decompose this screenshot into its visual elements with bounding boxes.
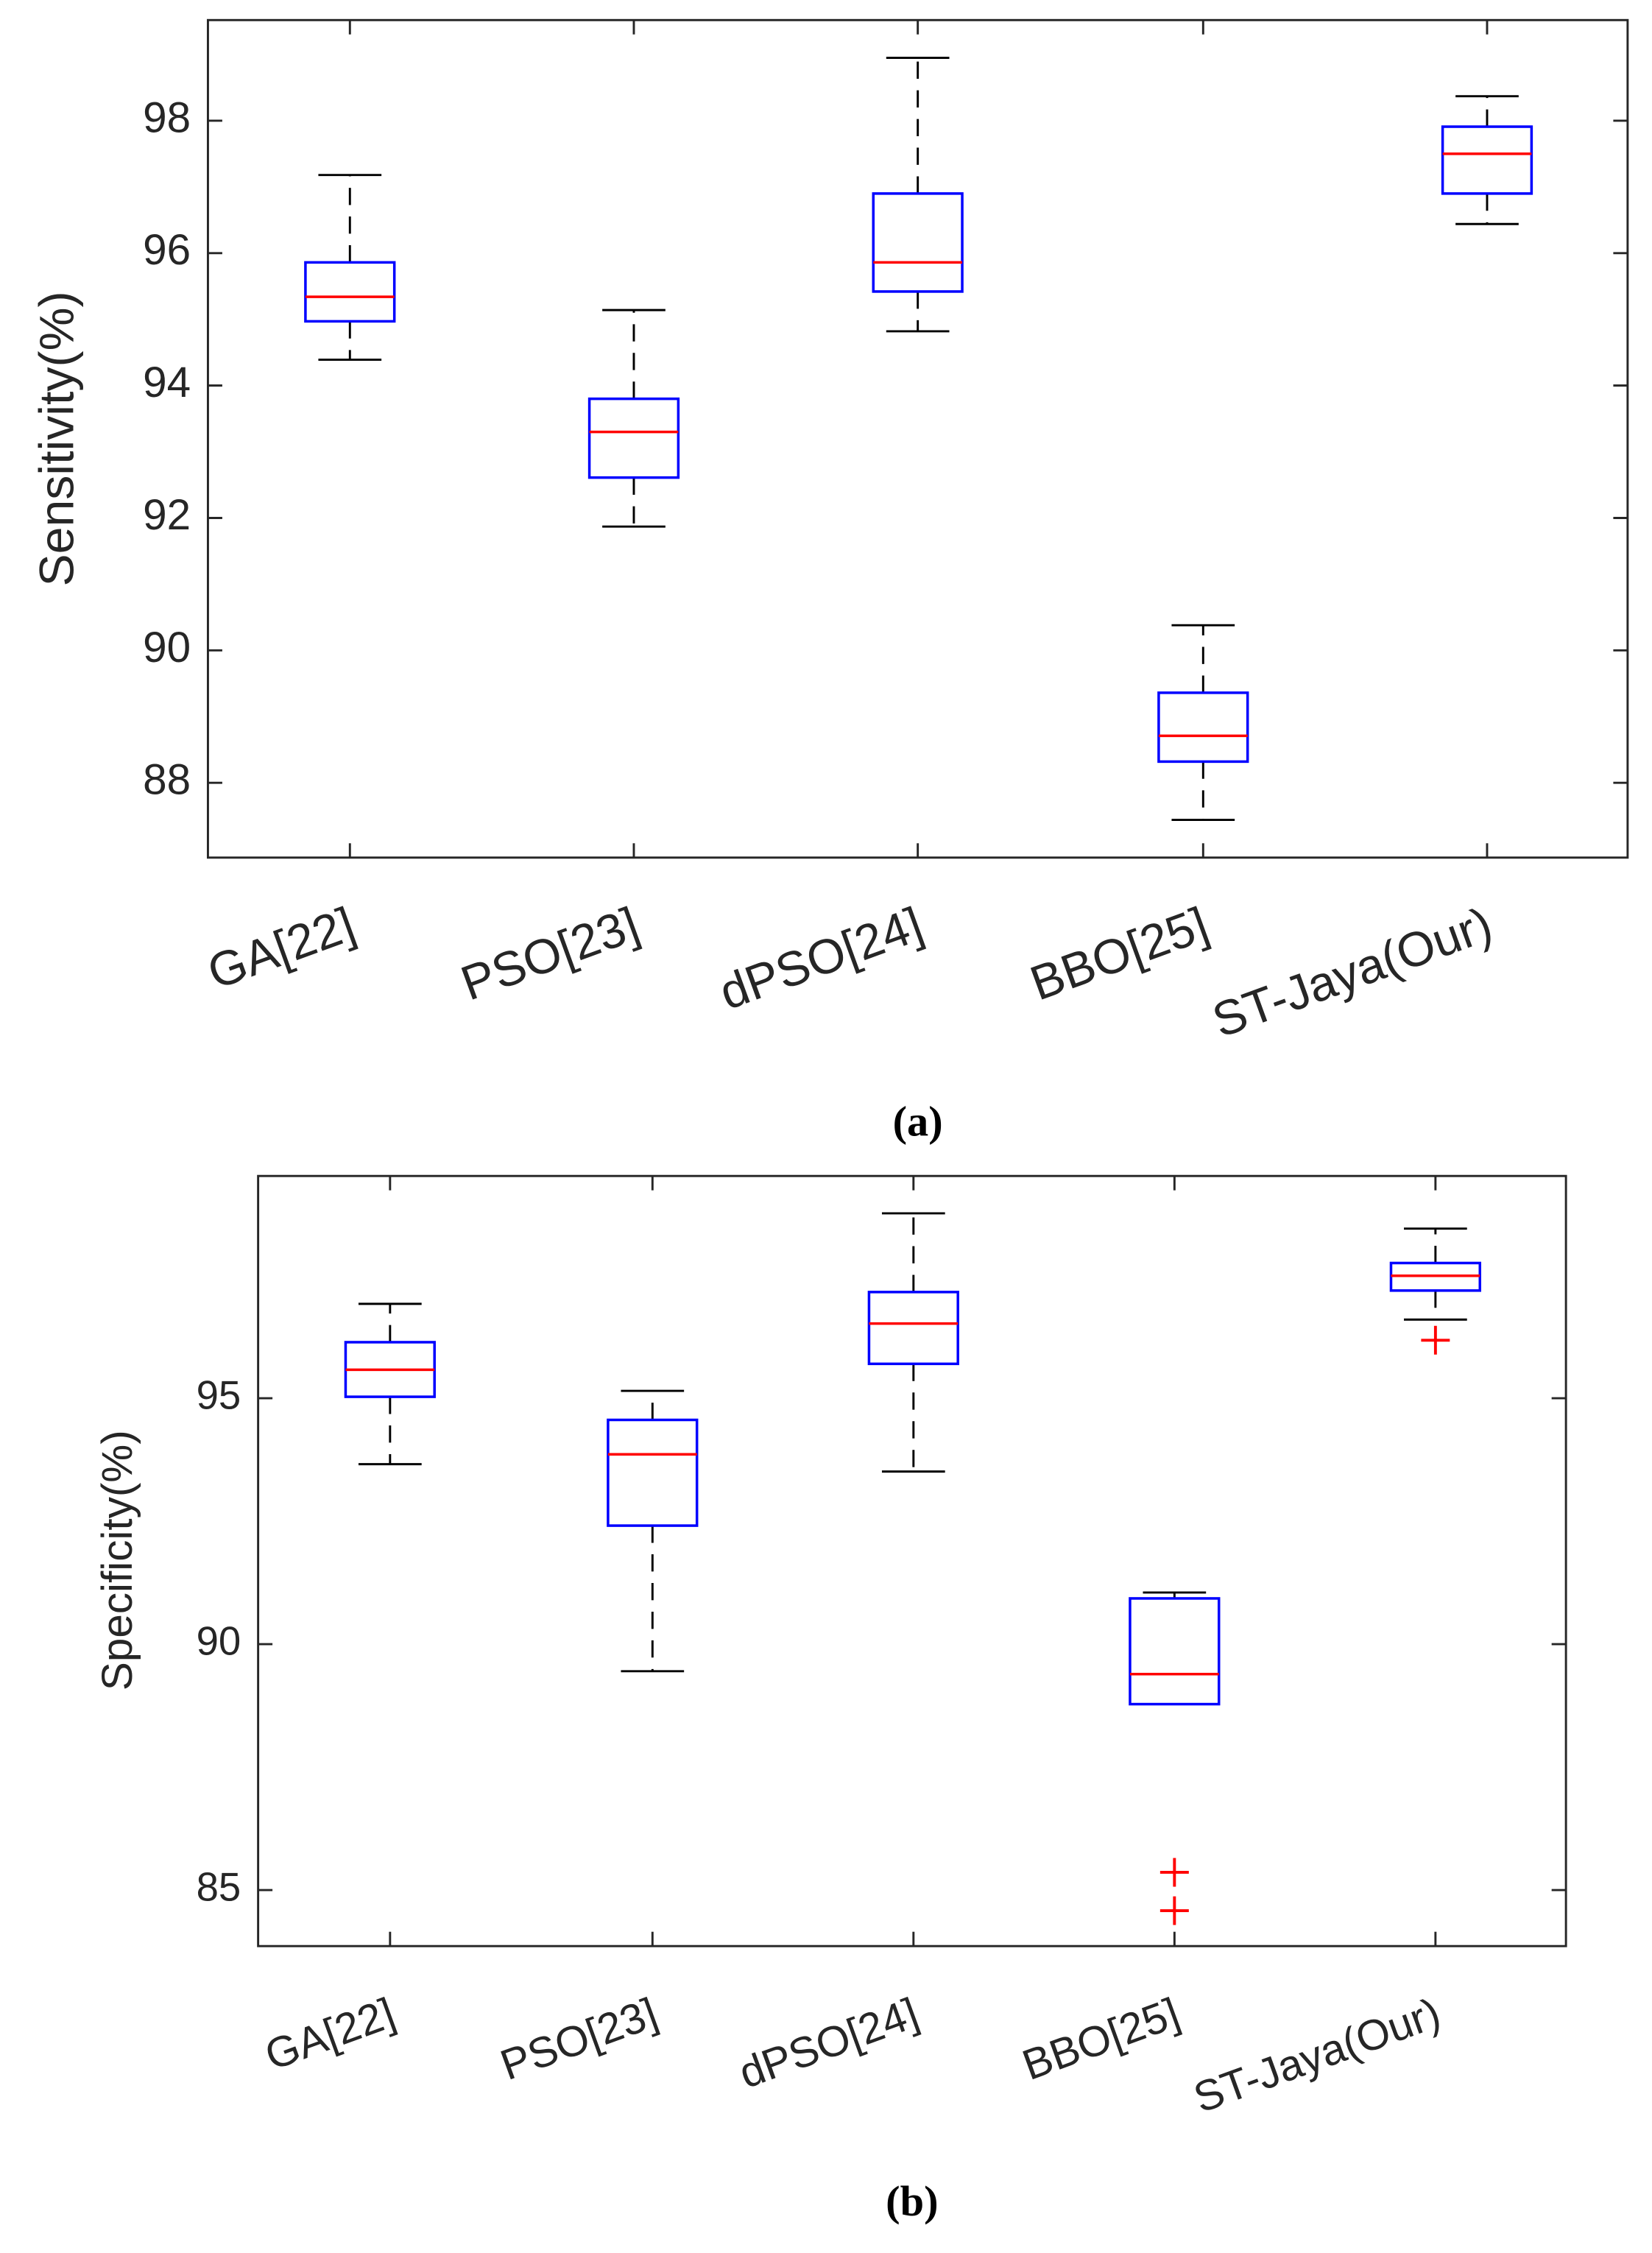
box: [867, 1291, 959, 1366]
y-tick-label: 98: [143, 94, 191, 141]
x-tick-label: PSO[23]: [495, 1989, 664, 2090]
y-tick-label: 96: [143, 226, 191, 274]
x-tick-label: GA[22]: [259, 1989, 401, 2079]
y-tick-label: 95: [197, 1373, 241, 1418]
y-tick-label: 92: [143, 491, 191, 539]
y-axis-label: Sensitivity(%): [29, 291, 84, 586]
outlier: [1159, 1858, 1189, 1887]
y-tick-label: 90: [143, 624, 191, 671]
y-tick-label: 85: [197, 1864, 241, 1909]
axes-frame: [257, 1174, 1567, 1947]
box: [1441, 125, 1533, 195]
box: [1129, 1597, 1221, 1706]
x-tick-label: dPSO[24]: [713, 897, 930, 1020]
x-tick-label: dPSO[24]: [733, 1989, 925, 2098]
box: [1157, 691, 1249, 764]
y-tick-label: 94: [143, 359, 191, 406]
y-tick-label: 88: [143, 756, 191, 804]
x-tick-label: GA[22]: [201, 897, 362, 1000]
axes-frame: [206, 18, 1629, 859]
y-axis-label: Specificity(%): [93, 1430, 141, 1690]
box: [607, 1418, 699, 1527]
x-tick-label: BBO[25]: [1023, 897, 1215, 1011]
box: [872, 192, 964, 293]
x-tick-label: ST-Jaya(Our): [1206, 897, 1500, 1048]
caption: (b): [886, 2177, 938, 2225]
x-tick-label: PSO[23]: [454, 897, 646, 1011]
caption: (a): [893, 1097, 943, 1145]
outlier: [1421, 1325, 1450, 1355]
x-tick-label: BBO[25]: [1017, 1989, 1186, 2090]
y-tick-label: 90: [197, 1618, 241, 1663]
x-tick-label: ST-Jaya(Our): [1187, 1989, 1447, 2122]
box: [304, 261, 396, 323]
box: [587, 397, 680, 479]
outlier: [1159, 1896, 1189, 1925]
